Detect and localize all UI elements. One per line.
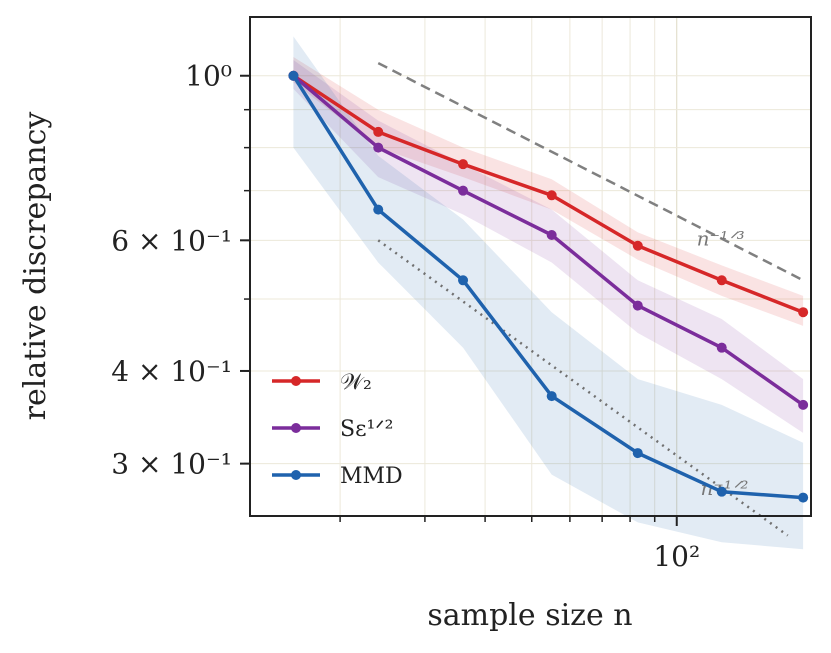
data-point xyxy=(716,275,727,286)
series-lines xyxy=(288,70,809,503)
data-point xyxy=(458,275,469,286)
confidence-band xyxy=(293,57,804,326)
plot-frame xyxy=(249,16,812,517)
data-point xyxy=(373,204,384,215)
data-point xyxy=(458,159,469,170)
x-tick-label: 10² xyxy=(653,540,700,573)
grid xyxy=(250,17,811,516)
data-point xyxy=(798,399,809,410)
legend-label: MMD xyxy=(340,464,403,489)
legend-marker xyxy=(291,470,301,480)
data-point xyxy=(373,126,384,137)
data-point xyxy=(546,391,557,402)
data-point xyxy=(798,492,809,503)
data-point xyxy=(288,70,299,81)
confidence-band xyxy=(293,60,804,433)
y-tick-label: 4 × 10⁻¹ xyxy=(111,355,232,388)
data-point xyxy=(632,448,643,459)
legend-marker xyxy=(291,376,301,386)
y-tick-label: 3 × 10⁻¹ xyxy=(111,448,232,481)
data-point xyxy=(632,240,643,251)
y-tick-label: 10⁰ xyxy=(185,60,232,93)
reference-line-label: n⁻¹ᐟ³ xyxy=(697,227,745,251)
legend-label: 𝒲₂ xyxy=(340,370,372,395)
data-point xyxy=(716,486,727,497)
data-point xyxy=(373,142,384,153)
x-axis-label: sample size n xyxy=(427,598,632,633)
data-point xyxy=(798,307,809,318)
data-point xyxy=(546,229,557,240)
data-point xyxy=(716,342,727,353)
data-point xyxy=(632,300,643,311)
confidence-band xyxy=(293,36,804,550)
confidence-bands xyxy=(293,36,804,550)
data-point xyxy=(546,190,557,201)
legend-label: Sε¹ᐟ² xyxy=(340,417,393,442)
legend-marker xyxy=(291,423,301,433)
y-tick-label: 6 × 10⁻¹ xyxy=(111,224,232,257)
reference-line xyxy=(377,239,789,537)
y-axis-label: relative discrepancy xyxy=(18,112,53,421)
legend: 𝒲₂ Sε¹ᐟ² MMD xyxy=(272,370,403,489)
data-point xyxy=(458,185,469,196)
axis-ticks: 10² 10⁰ 6 × 10⁻¹ 4 × 10⁻¹ 3 × 10⁻¹ xyxy=(111,60,700,573)
